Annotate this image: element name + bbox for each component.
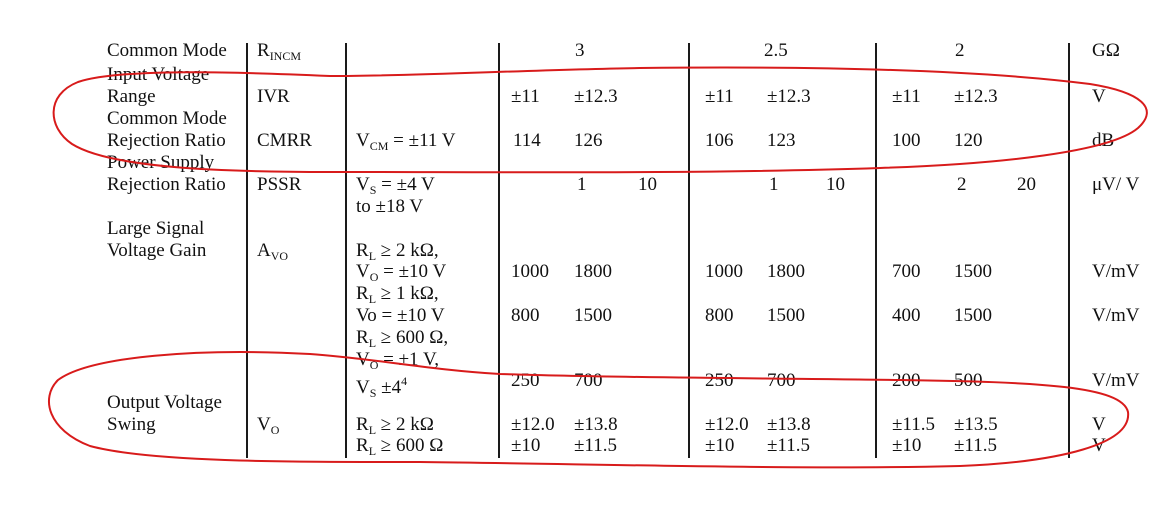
crop-mask-top: [0, 0, 1164, 43]
value: ±10: [511, 435, 541, 456]
annotation-loop-bottom: [48, 351, 1130, 469]
value: ±13.8: [574, 414, 618, 435]
annotation-loop-top: [52, 66, 1148, 174]
value: ±12.0: [511, 414, 555, 435]
param-name: Rejection Ratio: [107, 174, 226, 195]
param-name: Rejection Ratio: [107, 130, 226, 151]
value: 400: [892, 305, 921, 326]
value: 1500: [767, 305, 805, 326]
value: 100: [892, 130, 921, 151]
unit: V: [1092, 435, 1106, 456]
value: 10: [826, 174, 845, 195]
value: 1800: [767, 261, 805, 282]
param-name: Common Mode: [107, 108, 227, 129]
value: 1000: [705, 261, 743, 282]
value: ±11: [892, 86, 921, 107]
value: 1500: [954, 261, 992, 282]
param-name: Large Signal: [107, 218, 205, 239]
column-rule: [246, 42, 248, 462]
unit: μV/ V: [1092, 174, 1140, 195]
unit: V/mV: [1092, 261, 1140, 282]
condition: RL ≥ 600 Ω: [356, 435, 444, 458]
value: ±11.5: [767, 435, 810, 456]
value: 700: [767, 370, 796, 391]
value: 3: [575, 40, 585, 61]
value: 114: [513, 130, 541, 151]
symbol: PSSR: [257, 174, 302, 195]
symbol: VO: [257, 414, 280, 437]
condition: RL ≥ 2 kΩ,: [356, 240, 439, 263]
symbol: RINCM: [257, 40, 302, 63]
condition: RL ≥ 600 Ω,: [356, 327, 449, 350]
value: ±10: [705, 435, 735, 456]
condition: VS = ±4 V: [356, 174, 435, 197]
value: 250: [705, 370, 734, 391]
value: ±10: [892, 435, 922, 456]
value: 10: [638, 174, 657, 195]
value: ±11: [705, 86, 734, 107]
value: 1000: [511, 261, 549, 282]
condition: RL ≥ 1 kΩ,: [356, 283, 439, 306]
value: ±12.3: [767, 86, 811, 107]
value: ±12.3: [574, 86, 618, 107]
unit: V/mV: [1092, 305, 1140, 326]
unit: V: [1092, 414, 1106, 435]
param-name: Voltage Gain: [107, 240, 207, 261]
unit: V/mV: [1092, 370, 1140, 391]
value: 123: [767, 130, 796, 151]
value: ±11.5: [954, 435, 997, 456]
value: ±12.0: [705, 414, 749, 435]
value: 1800: [574, 261, 612, 282]
value: 120: [954, 130, 983, 151]
value: 700: [892, 261, 921, 282]
unit: GΩ: [1092, 40, 1120, 61]
value: 1: [769, 174, 779, 195]
column-rule: [688, 42, 690, 462]
symbol: CMRR: [257, 130, 312, 151]
column-rule: [1068, 42, 1070, 462]
param-name: Output Voltage: [107, 392, 222, 413]
value: 800: [511, 305, 540, 326]
param-name: Swing: [107, 414, 156, 435]
symbol: AVO: [257, 240, 289, 263]
value: ±12.3: [954, 86, 998, 107]
condition: VO = ±1 V,: [356, 349, 439, 372]
value: ±13.8: [767, 414, 811, 435]
value: 2: [957, 174, 967, 195]
param-name: Common Mode: [107, 40, 227, 61]
condition: to ±18 V: [356, 196, 424, 217]
condition: RL ≥ 2 kΩ: [356, 414, 434, 437]
param-name: Input Voltage: [107, 64, 210, 85]
value: ±11.5: [892, 414, 935, 435]
value: 1500: [574, 305, 612, 326]
value: ±13.5: [954, 414, 998, 435]
value: 2.5: [764, 40, 788, 61]
value: 1: [577, 174, 587, 195]
condition: VCM = ±11 V: [356, 130, 456, 153]
value: 106: [705, 130, 734, 151]
value: 1500: [954, 305, 992, 326]
column-rule: [498, 42, 500, 462]
condition: Vo = ±10 V: [356, 305, 445, 326]
column-rule: [345, 42, 347, 462]
value: 2: [955, 40, 965, 61]
unit: V: [1092, 86, 1106, 107]
value: 126: [574, 130, 603, 151]
condition: VO = ±10 V: [356, 261, 447, 284]
param-name: Range: [107, 86, 156, 107]
symbol: IVR: [257, 86, 290, 107]
value: ±11: [511, 86, 540, 107]
value: ±11.5: [574, 435, 617, 456]
value: 800: [705, 305, 734, 326]
column-rule: [875, 42, 877, 462]
condition: VS ±44: [356, 374, 408, 400]
value: 20: [1017, 174, 1036, 195]
